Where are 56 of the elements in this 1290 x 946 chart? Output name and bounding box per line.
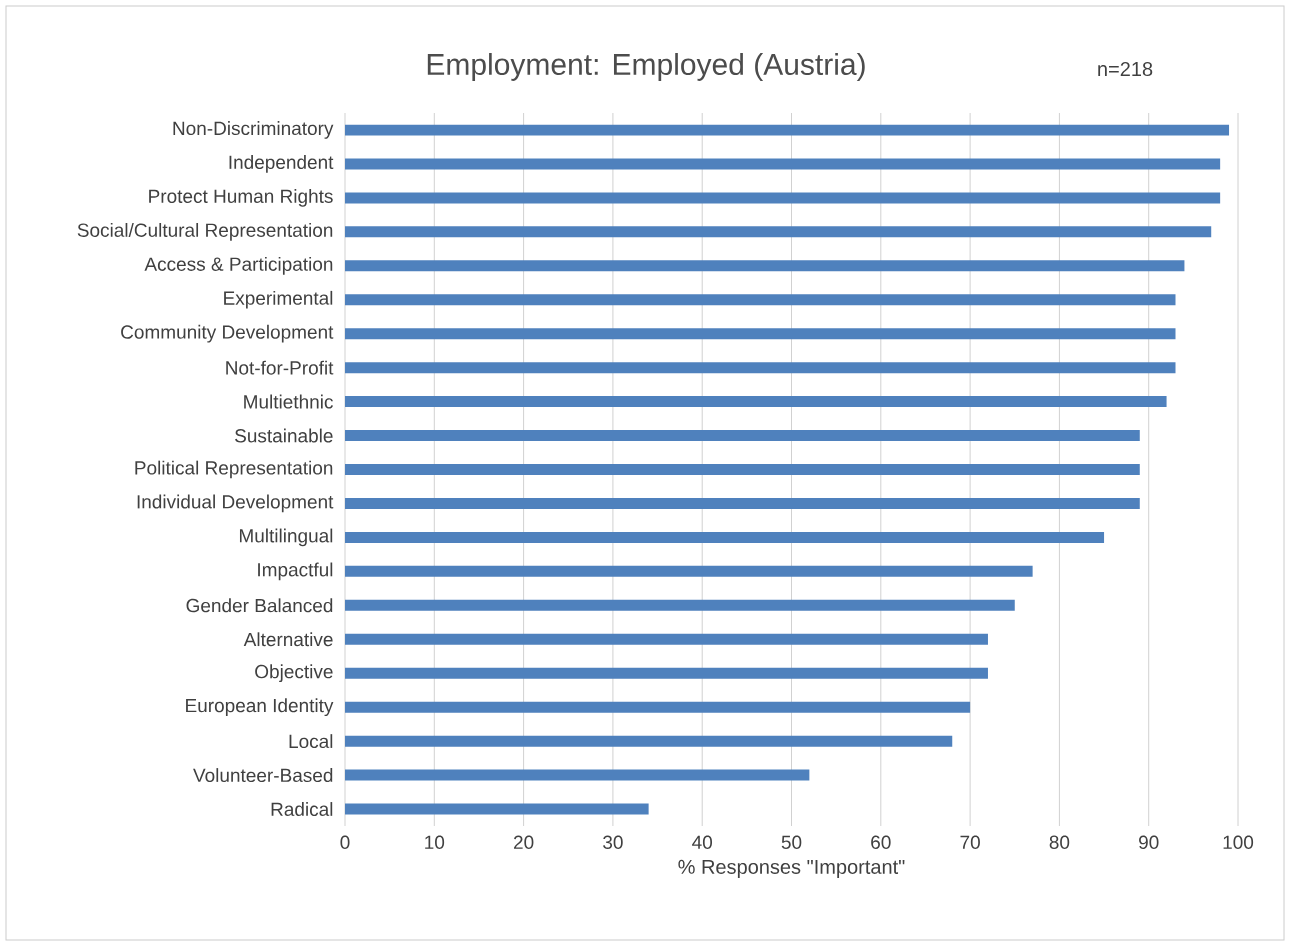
y-tick-label: Sustainable (235, 428, 333, 443)
bar (345, 464, 1140, 476)
y-tick-label: Protect Human Rights (149, 189, 333, 207)
bar (345, 260, 1185, 272)
y-tick-label: Social/Cultural Representation (77, 222, 333, 241)
bar (345, 328, 1176, 340)
y-tick-label: Not-for-Profit (226, 360, 334, 375)
y-tick-label: Impactful (258, 562, 333, 581)
y-tick-label: Non-Discriminatory (173, 121, 334, 139)
x-tick-label: 90 (1139, 835, 1159, 849)
bar (345, 531, 1105, 543)
bar (345, 430, 1140, 442)
x-tick-label: 0 (340, 835, 350, 849)
x-tick-label: 10 (425, 835, 445, 849)
y-tick-label: Independent (229, 155, 334, 173)
x-tick-label: 100 (1223, 835, 1254, 849)
bar (345, 192, 1221, 204)
y-tick-label: Experimental (224, 290, 333, 309)
text: n=218 (1098, 61, 1153, 77)
y-tick-label: Political Representation (135, 460, 333, 479)
y-tick-label: Individual Development (137, 494, 334, 513)
bar (345, 735, 953, 747)
bar (345, 633, 988, 645)
y-tick-label: Alternative (243, 632, 333, 647)
bar (345, 226, 1212, 238)
y-tick-label: European Identity (186, 698, 334, 717)
x-tick-label: 70 (960, 835, 980, 849)
y-tick-label: Access & Participation (144, 256, 333, 275)
bar (345, 769, 810, 781)
bar (345, 158, 1221, 170)
bar (345, 294, 1176, 306)
x-axis-title: % Responses "Important" (678, 859, 905, 878)
bar (345, 362, 1176, 374)
bar (345, 701, 971, 713)
x-tick-label: 30 (603, 835, 623, 849)
y-tick-label: Community Development (121, 324, 334, 343)
x-tick-label: 60 (871, 835, 891, 849)
bar (345, 497, 1140, 509)
bar (345, 565, 1033, 577)
y-tick-label: Volunteer-Based (193, 768, 333, 783)
x-tick-label: 50 (781, 835, 802, 849)
bar (345, 396, 1167, 408)
chart-title: Employment: Employed (Austria) (427, 53, 865, 81)
bar (345, 124, 1230, 136)
bar (345, 667, 988, 679)
y-tick-label: Local (289, 734, 333, 749)
y-tick-label: Gender Balanced (186, 598, 333, 613)
x-tick-label: 80 (1049, 835, 1070, 849)
bar (345, 599, 1015, 611)
bar (345, 803, 649, 815)
y-tick-label: Multilingual (239, 528, 333, 547)
x-tick-label: 40 (692, 835, 713, 849)
y-tick-label: Multiethnic (244, 394, 333, 409)
y-tick-label: Radical (271, 802, 333, 817)
y-tick-label: Objective (255, 664, 333, 683)
x-tick-label: 20 (513, 835, 534, 849)
